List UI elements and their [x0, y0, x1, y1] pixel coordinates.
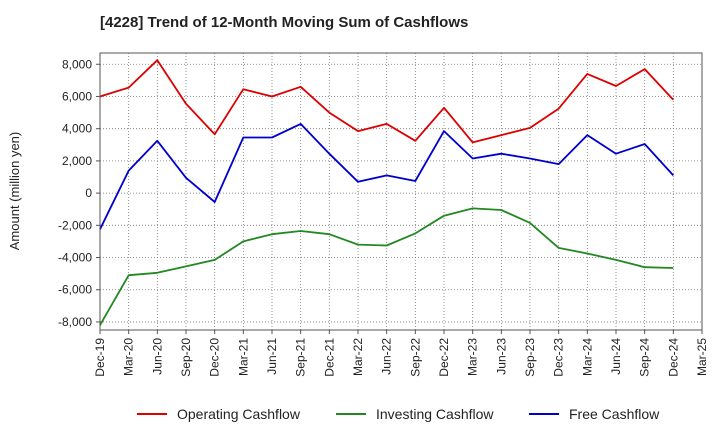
x-tick-label: Mar-20: [122, 338, 136, 376]
x-tick-label: Mar-24: [580, 338, 594, 376]
y-tick-label: -4,000: [58, 251, 92, 265]
free-cashflow-line: [99, 123, 674, 230]
x-tick-label: Jun-22: [380, 338, 394, 375]
y-tick-label: 4,000: [62, 122, 92, 136]
x-tick-label: Sep-21: [294, 338, 308, 377]
legend: Operating Cashflow Investing Cashflow Free…: [137, 406, 660, 422]
legend-item-free-cashflow: Free Cashflow: [529, 406, 660, 422]
x-tick-label: Jun-21: [265, 338, 279, 375]
x-tick-label: Mar-23: [466, 338, 480, 376]
x-tick-label: Dec-24: [666, 338, 680, 377]
x-tick-label: Dec-19: [93, 338, 107, 377]
legend-label: Operating Cashflow: [177, 406, 301, 422]
x-tick-label: Jun-20: [150, 338, 164, 375]
series-layer: [99, 59, 674, 326]
y-tick-label: -6,000: [58, 283, 92, 297]
y-tick-label: 2,000: [62, 154, 92, 168]
x-tick-label: Mar-21: [236, 338, 250, 376]
y-tick-label: -8,000: [58, 315, 92, 329]
x-axis-ticks: Dec-19 Mar-20 Jun-20 Sep-20 Dec-20 Mar-21 Jun-…: [93, 330, 709, 377]
y-tick-label: -2,000: [58, 218, 92, 232]
x-tick-label: Jun-23: [494, 338, 508, 375]
plot-area: [100, 53, 702, 330]
x-tick-label: Dec-20: [208, 338, 222, 377]
x-tick-label: Sep-23: [523, 338, 537, 377]
x-tick-label: Jun-24: [609, 338, 623, 375]
y-tick-label: 0: [85, 186, 92, 200]
legend-item-investing-cashflow: Investing Cashflow: [336, 406, 494, 422]
y-tick-label: 6,000: [62, 89, 92, 103]
x-tick-label: Dec-22: [437, 338, 451, 377]
x-tick-label: Sep-24: [638, 338, 652, 377]
legend-label: Free Cashflow: [569, 406, 660, 422]
y-tick-label: 8,000: [62, 57, 92, 71]
operating-cashflow-line: [99, 59, 674, 144]
y-axis-title: Amount (million yen): [7, 132, 22, 251]
grid-layer: [100, 53, 702, 330]
x-tick-label: Sep-20: [179, 338, 193, 377]
x-tick-label: Dec-23: [552, 338, 566, 377]
plot-frame: [99, 52, 703, 331]
legend-label: Investing Cashflow: [376, 406, 494, 422]
x-tick-label: Sep-22: [408, 338, 422, 377]
investing-cashflow-line: [99, 207, 674, 326]
x-tick-label: Dec-21: [322, 338, 336, 377]
x-tick-label: Mar-25: [695, 338, 709, 376]
x-tick-label: Mar-22: [351, 338, 365, 376]
chart-title: [4228] Trend of 12-Month Moving Sum of C…: [100, 14, 469, 31]
legend-item-operating-cashflow: Operating Cashflow: [137, 406, 301, 422]
y-axis-ticks: 8,000 6,000 4,000 2,000 0 -2,000 -4,000 -6,000 -…: [58, 57, 100, 329]
